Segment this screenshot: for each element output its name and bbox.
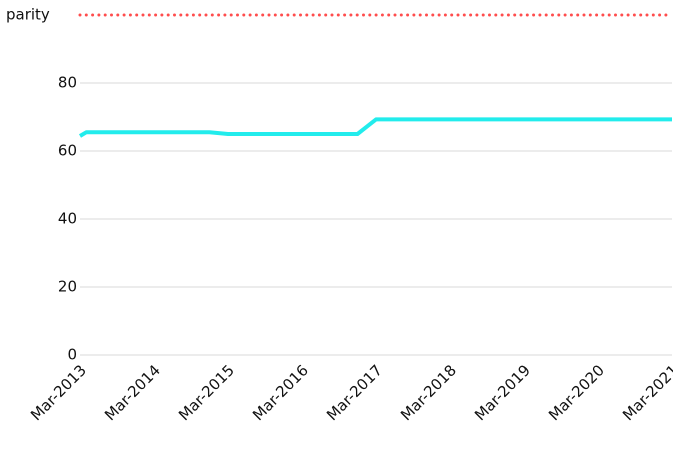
x-tick-label: Mar-2018 [397,361,460,424]
x-tick-label: Mar-2015 [175,361,238,424]
y-tick-label: 60 [58,142,77,160]
x-tick-label: Mar-2021 [619,361,673,424]
y-tick-label: 40 [58,210,77,228]
x-tick-label: Mar-2020 [545,361,608,424]
x-tick-label: Mar-2017 [323,361,386,424]
y-tick-label: 80 [58,74,77,92]
x-tick-label: Mar-2013 [27,361,90,424]
x-tick-label: Mar-2016 [249,361,312,424]
x-tick-label: Mar-2019 [471,361,534,424]
data-line [78,117,672,138]
x-tick-label: Mar-2014 [101,361,164,424]
y-tick-label: 0 [67,346,77,364]
y-tick-label: 20 [58,278,77,296]
parity-label: parity [6,6,50,24]
